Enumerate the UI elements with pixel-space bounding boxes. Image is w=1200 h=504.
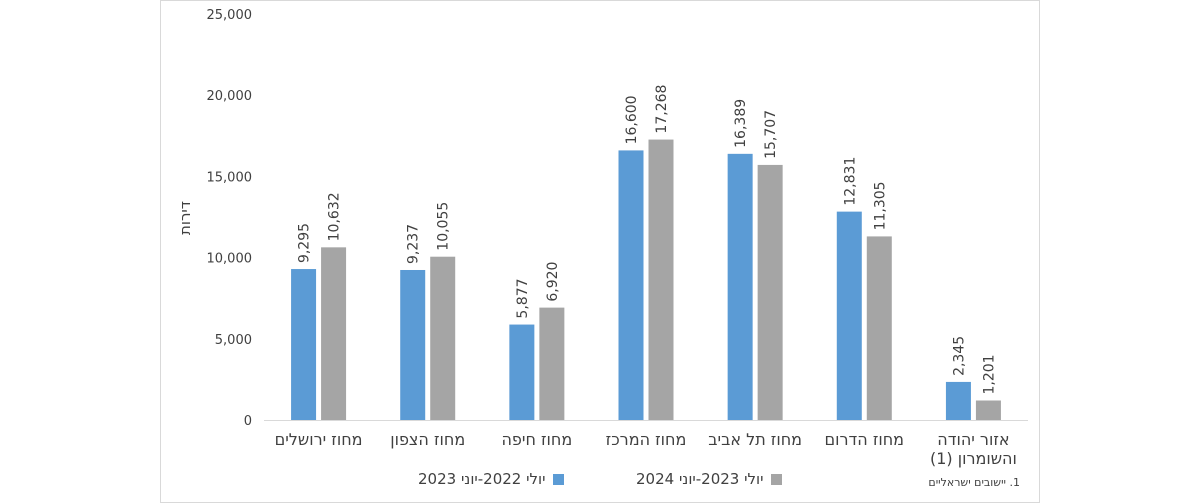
legend-item-series-1: יולי 2022-יוני 2023	[418, 470, 565, 488]
x-tick-label: מחוז חיפה	[501, 430, 572, 449]
y-tick-label: 25,000	[207, 8, 253, 23]
x-tick-label: מחוז ירושלים	[275, 430, 363, 449]
y-tick-label: 10,000	[207, 252, 253, 267]
x-tick-label: מחוז הדרום	[825, 430, 905, 449]
legend-item-series-2: יולי 2023-יוני 2024	[636, 470, 783, 488]
data-label-series-2: 1,201	[981, 354, 997, 394]
bar-series-1	[509, 324, 535, 420]
bar-series-1	[400, 269, 426, 420]
y-tick-label: 0	[244, 414, 252, 429]
bar-series-2	[321, 247, 347, 420]
bar-series-1	[945, 381, 971, 420]
bar-series-2	[648, 139, 674, 420]
x-tick-label: מחוז המרכז	[606, 430, 687, 449]
data-label-series-1: 16,389	[733, 99, 749, 148]
bar-series-1	[618, 150, 644, 420]
data-label-series-2: 10,632	[327, 192, 343, 241]
y-axis-title: דירות	[176, 201, 194, 235]
x-axis: מחוז ירושלים מחוז הצפון מחוז חיפה מחוז המרכ…	[264, 420, 1028, 468]
data-label-series-2: 17,268	[654, 85, 670, 134]
data-label-series-1: 16,600	[624, 95, 640, 144]
legend-label-series-2: יולי 2023-יוני 2024	[636, 470, 764, 488]
x-tick-label: מחוז הצפון	[390, 430, 465, 449]
y-tick-label: 15,000	[207, 170, 253, 185]
data-label-series-2: 6,920	[545, 262, 561, 302]
bar-series-2	[430, 256, 456, 420]
data-label-series-1: 9,295	[297, 223, 313, 263]
bar-series-1	[727, 153, 753, 420]
bar-series-1	[291, 269, 317, 420]
bar-series-1	[836, 211, 862, 420]
data-label-series-2: 11,305	[872, 181, 888, 230]
chart-frame	[160, 0, 1040, 503]
y-axis: 0 5,000 10,000 15,000 20,000 25,000	[207, 8, 253, 429]
legend: יולי 2022-יוני 2023 יולי 2023-יוני 2024	[0, 470, 1200, 496]
bar-series-2	[757, 164, 783, 420]
bar-series-2	[539, 307, 565, 420]
legend-label-series-1: יולי 2022-יוני 2023	[418, 470, 546, 488]
footnote: 1. יישובים ישראליים	[928, 476, 1020, 489]
legend-swatch-series-2	[771, 473, 783, 485]
bar-series-2	[975, 400, 1001, 420]
bar-labels: 9,295 10,632 9,237 10,055 5,877 6,920 16,600 17…	[297, 85, 998, 395]
x-tick-label: מחוז תל אביב	[708, 430, 802, 449]
bar-chart: 0 5,000 10,000 15,000 20,000 25,000 9,295 10,6…	[176, 8, 1028, 468]
data-label-series-1: 12,831	[842, 157, 858, 206]
bars	[291, 139, 1001, 420]
data-label-series-1: 2,345	[951, 336, 967, 376]
y-tick-label: 5,000	[215, 333, 252, 348]
data-label-series-2: 15,707	[763, 110, 779, 159]
data-label-series-1: 9,237	[406, 224, 422, 264]
data-label-series-2: 10,055	[436, 202, 452, 251]
y-tick-label: 20,000	[207, 89, 253, 104]
legend-swatch-series-1	[553, 473, 565, 485]
bar-series-2	[866, 236, 892, 420]
data-label-series-1: 5,877	[515, 278, 531, 318]
x-tick-label: אזור יהודה	[937, 430, 1009, 449]
x-tick-label: והשומרון (1)	[930, 449, 1017, 468]
